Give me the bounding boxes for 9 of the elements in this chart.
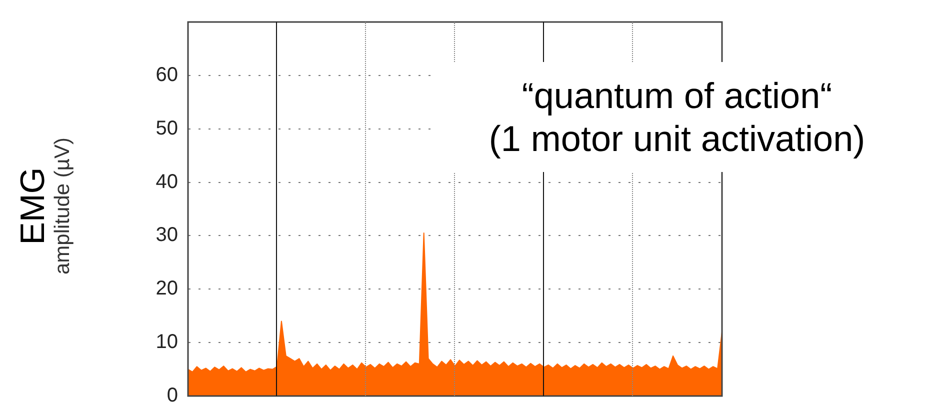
y-axis-title: EMG amplitude (µV) <box>14 138 74 274</box>
annotation: “quantum of action“ (1 motor unit activation) <box>488 74 866 160</box>
y-tick-label: 10 <box>156 331 178 354</box>
y-tick-label: 50 <box>156 117 178 140</box>
y-tick-label: 30 <box>156 224 178 246</box>
y-tick-label: 40 <box>156 170 178 193</box>
y-tick-label: 0 <box>166 384 178 407</box>
y-tick-label: 60 <box>156 64 178 86</box>
y-tick-label: 20 <box>156 278 178 300</box>
